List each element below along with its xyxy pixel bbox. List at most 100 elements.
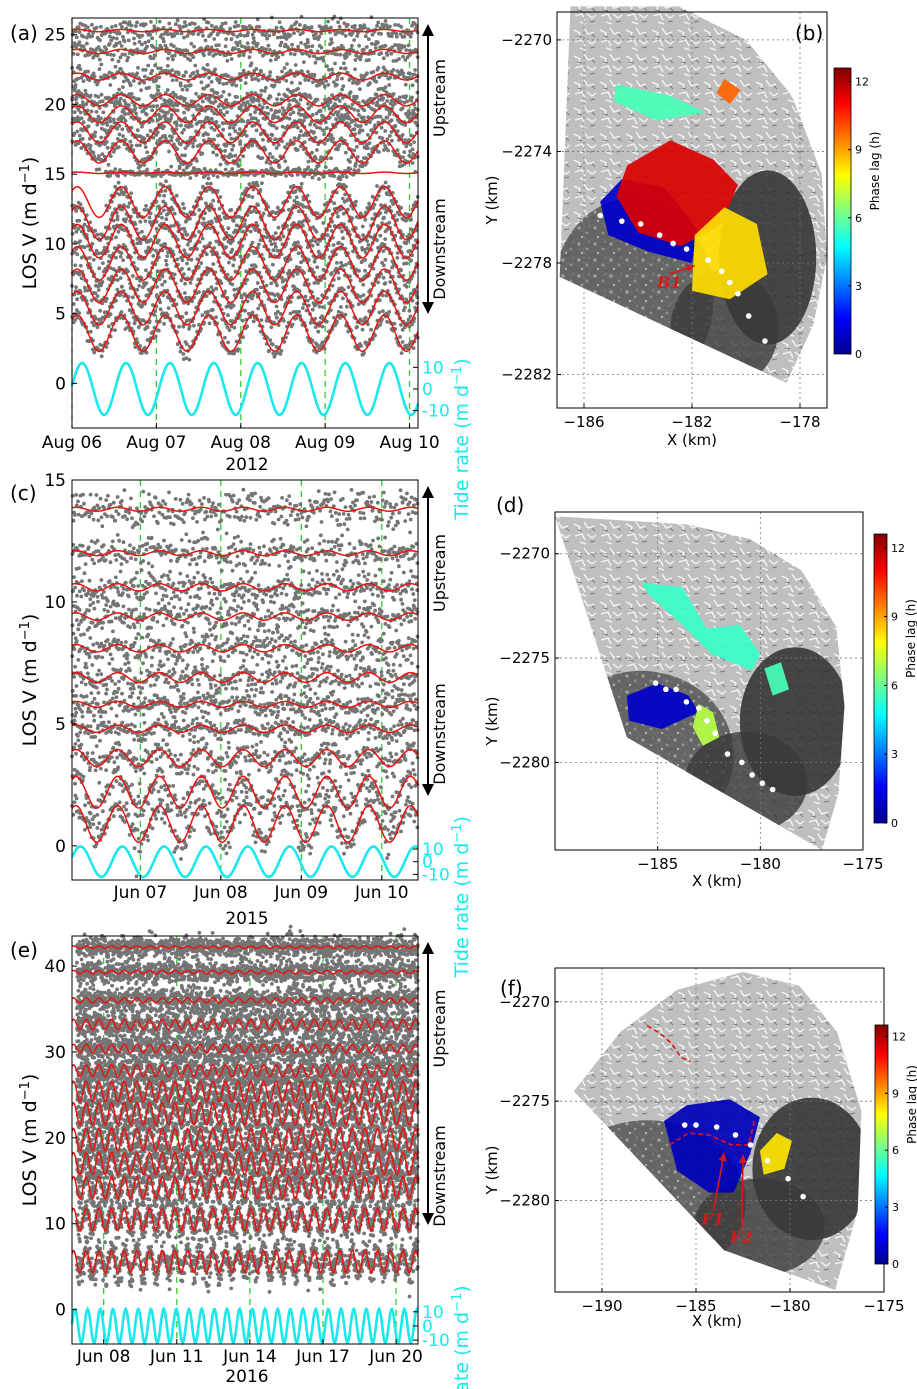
observation-point bbox=[119, 251, 124, 255]
observation-point bbox=[150, 68, 155, 73]
observation-point bbox=[299, 260, 303, 265]
observation-point bbox=[119, 44, 124, 48]
observation-point bbox=[256, 203, 260, 208]
observation-point bbox=[355, 144, 359, 149]
observation-point bbox=[290, 173, 294, 178]
observation-point bbox=[182, 35, 186, 40]
observation-point bbox=[290, 322, 295, 327]
observation-point bbox=[239, 295, 244, 300]
observation-point bbox=[363, 217, 368, 222]
observation-point bbox=[126, 55, 130, 60]
observation-point bbox=[329, 25, 333, 30]
observation-point bbox=[209, 23, 214, 28]
observation-point bbox=[226, 226, 231, 231]
observation-point bbox=[271, 123, 276, 128]
observation-point bbox=[399, 25, 403, 29]
observation-point bbox=[381, 56, 386, 61]
observation-point bbox=[342, 200, 347, 204]
observation-point bbox=[162, 208, 166, 213]
observation-point bbox=[183, 291, 187, 295]
observation-point bbox=[90, 47, 95, 52]
observation-point bbox=[332, 14, 337, 19]
observation-point bbox=[116, 229, 121, 234]
observation-point bbox=[143, 145, 148, 150]
observation-point bbox=[278, 237, 283, 242]
observation-point bbox=[241, 335, 246, 340]
observation-point bbox=[132, 41, 137, 46]
observation-point bbox=[383, 129, 388, 133]
observation-point bbox=[182, 206, 187, 211]
observation-point bbox=[387, 112, 392, 117]
observation-point bbox=[132, 36, 136, 41]
observation-point bbox=[379, 32, 383, 36]
observation-point bbox=[325, 64, 329, 69]
observation-point bbox=[81, 44, 86, 49]
observation-point bbox=[98, 38, 102, 43]
observation-point bbox=[246, 30, 250, 35]
observation-point bbox=[276, 109, 281, 114]
observation-point bbox=[268, 152, 272, 156]
observation-point bbox=[78, 263, 83, 268]
observation-point bbox=[270, 155, 275, 160]
observation-point bbox=[352, 127, 357, 132]
observation-point bbox=[344, 175, 349, 179]
observation-point bbox=[91, 257, 96, 262]
observation-point bbox=[121, 258, 125, 263]
observation-point bbox=[391, 92, 396, 96]
observation-point bbox=[179, 123, 183, 128]
observation-point bbox=[310, 243, 315, 248]
observation-point bbox=[306, 69, 310, 74]
observation-point bbox=[213, 67, 218, 72]
observation-point bbox=[137, 284, 142, 288]
observation-point bbox=[140, 42, 144, 47]
observation-point bbox=[110, 57, 115, 62]
observation-point bbox=[229, 37, 234, 42]
observation-point bbox=[261, 211, 266, 216]
observation-point bbox=[130, 295, 135, 300]
observation-point bbox=[375, 238, 379, 243]
observation-point bbox=[270, 342, 275, 347]
observation-point bbox=[151, 104, 156, 109]
observation-point bbox=[250, 77, 255, 82]
observation-point bbox=[358, 87, 362, 91]
observation-point bbox=[317, 177, 321, 181]
observation-point bbox=[179, 278, 184, 283]
observation-point bbox=[318, 108, 323, 113]
observation-point bbox=[95, 232, 100, 237]
observation-point bbox=[177, 324, 182, 329]
observation-point bbox=[323, 165, 328, 170]
observation-point bbox=[341, 236, 345, 241]
observation-point bbox=[192, 22, 197, 26]
observation-point bbox=[404, 48, 409, 52]
observation-point bbox=[99, 62, 104, 67]
observation-point bbox=[274, 146, 279, 150]
observation-point bbox=[76, 76, 80, 81]
observation-point bbox=[379, 51, 384, 56]
observation-point bbox=[166, 306, 171, 310]
observation-point bbox=[107, 41, 112, 46]
observation-point bbox=[302, 140, 307, 145]
observation-point bbox=[253, 228, 258, 233]
observation-point bbox=[138, 219, 143, 224]
observation-point bbox=[241, 154, 246, 159]
observation-point bbox=[369, 15, 374, 20]
observation-point bbox=[329, 271, 334, 275]
observation-point bbox=[221, 82, 226, 86]
observation-point bbox=[183, 153, 187, 158]
observation-point bbox=[164, 217, 169, 222]
observation-point bbox=[319, 31, 324, 36]
observation-point bbox=[347, 51, 352, 56]
observation-point bbox=[184, 311, 189, 316]
observation-point bbox=[143, 68, 148, 72]
observation-point bbox=[306, 78, 311, 82]
observation-point bbox=[361, 293, 366, 297]
observation-point bbox=[336, 214, 340, 219]
observation-point bbox=[321, 128, 325, 133]
observation-point bbox=[165, 254, 170, 258]
observation-point bbox=[398, 32, 403, 36]
observation-point bbox=[224, 245, 229, 250]
observation-point bbox=[187, 357, 192, 362]
observation-point bbox=[266, 111, 271, 116]
observation-point bbox=[97, 266, 102, 271]
